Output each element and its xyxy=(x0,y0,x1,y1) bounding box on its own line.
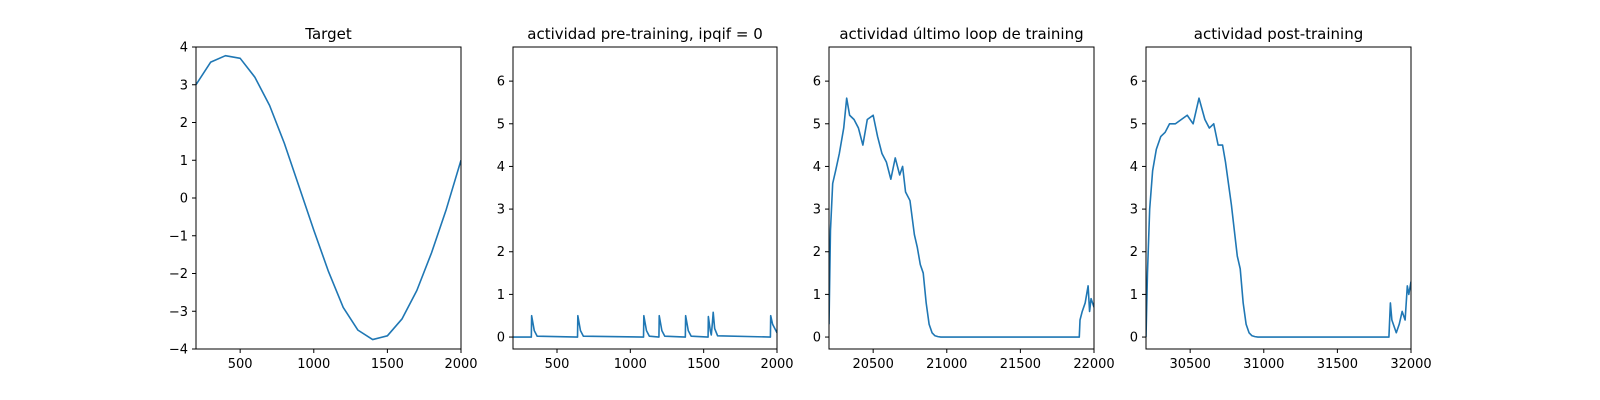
y-tick-label: 2 xyxy=(180,116,188,131)
axes-frame xyxy=(512,46,778,350)
x-tick-label: 500 xyxy=(545,357,570,372)
y-tick-label: 4 xyxy=(497,160,505,175)
subplot-title: actividad pre-training, ipqif = 0 xyxy=(527,25,763,43)
x-tick-label: 2000 xyxy=(760,357,793,372)
x-tick-label: 32000 xyxy=(1390,357,1431,372)
y-tick-label: 2 xyxy=(1130,245,1138,260)
y-tick-label: 0 xyxy=(1130,331,1138,346)
y-tick-label: 0 xyxy=(497,331,505,346)
y-tick-label: 5 xyxy=(497,117,505,132)
x-tick-label: 1500 xyxy=(371,357,404,372)
y-tick-label: 5 xyxy=(1130,117,1138,132)
x-tick-label: 21000 xyxy=(926,357,967,372)
y-tick-label: 3 xyxy=(180,78,188,93)
x-tick-label: 22000 xyxy=(1073,357,1114,372)
subplot-title: actividad último loop de training xyxy=(839,25,1083,43)
y-tick-label: 6 xyxy=(813,75,821,90)
y-tick-label: 6 xyxy=(497,75,505,90)
y-tick-label: 2 xyxy=(497,245,505,260)
y-tick-label: 4 xyxy=(1130,160,1138,175)
subplot-4: 30500 31000 31500 32000 0 1 2 3 4 5 6 actividad pos… xyxy=(1130,25,1432,372)
axes-frame xyxy=(195,46,462,350)
x-tick-label: 1000 xyxy=(297,357,330,372)
y-tick-label: 3 xyxy=(1130,203,1138,218)
series-line-2-1 xyxy=(513,311,777,338)
x-tick-label: 2000 xyxy=(444,357,477,372)
x-tick-label: 21500 xyxy=(1000,357,1041,372)
y-tick-label: 6 xyxy=(1130,75,1138,90)
x-tick-label: 30500 xyxy=(1169,357,1210,372)
subplot-1: 500 1000 1500 2000 −4 −3 −2 −1 0 1 2 3 4 Target xyxy=(169,25,478,372)
x-tick-label: 31500 xyxy=(1317,357,1358,372)
y-tick-label: −1 xyxy=(169,229,188,244)
y-tick-label: 1 xyxy=(1130,288,1138,303)
y-tick-label: 5 xyxy=(813,117,821,132)
series-line-3-1 xyxy=(829,97,1094,338)
y-tick-label: 3 xyxy=(813,203,821,218)
axes-frame xyxy=(828,46,1095,350)
y-tick-label: 0 xyxy=(813,331,821,346)
axes-frame xyxy=(1145,46,1412,350)
series-line-1-1 xyxy=(196,54,461,341)
y-tick-label: 1 xyxy=(180,154,188,169)
y-tick-label: −4 xyxy=(169,343,188,358)
x-tick-label: 1500 xyxy=(687,357,720,372)
y-tick-label: −2 xyxy=(169,267,188,282)
y-tick-label: −3 xyxy=(169,305,188,320)
x-tick-label: 31000 xyxy=(1243,357,1284,372)
series-line-4-1 xyxy=(1146,97,1411,338)
x-tick-label: 1000 xyxy=(614,357,647,372)
y-tick-label: 0 xyxy=(180,192,188,207)
x-tick-label: 20500 xyxy=(852,357,893,372)
y-tick-label: 1 xyxy=(497,288,505,303)
subplot-title: Target xyxy=(304,25,352,43)
y-tick-label: 3 xyxy=(497,203,505,218)
x-tick-label: 500 xyxy=(228,357,253,372)
y-tick-label: 1 xyxy=(813,288,821,303)
y-tick-label: 2 xyxy=(813,245,821,260)
subplot-3: 20500 21000 21500 22000 0 1 2 3 4 5 6 actividad últ… xyxy=(813,25,1115,372)
y-tick-label: 4 xyxy=(813,160,821,175)
subplot-2: 500 1000 1500 2000 0 1 2 3 4 5 6 actividad pre-trai… xyxy=(497,25,794,372)
subplot-title: actividad post-training xyxy=(1194,25,1363,43)
y-tick-label: 4 xyxy=(180,41,188,56)
